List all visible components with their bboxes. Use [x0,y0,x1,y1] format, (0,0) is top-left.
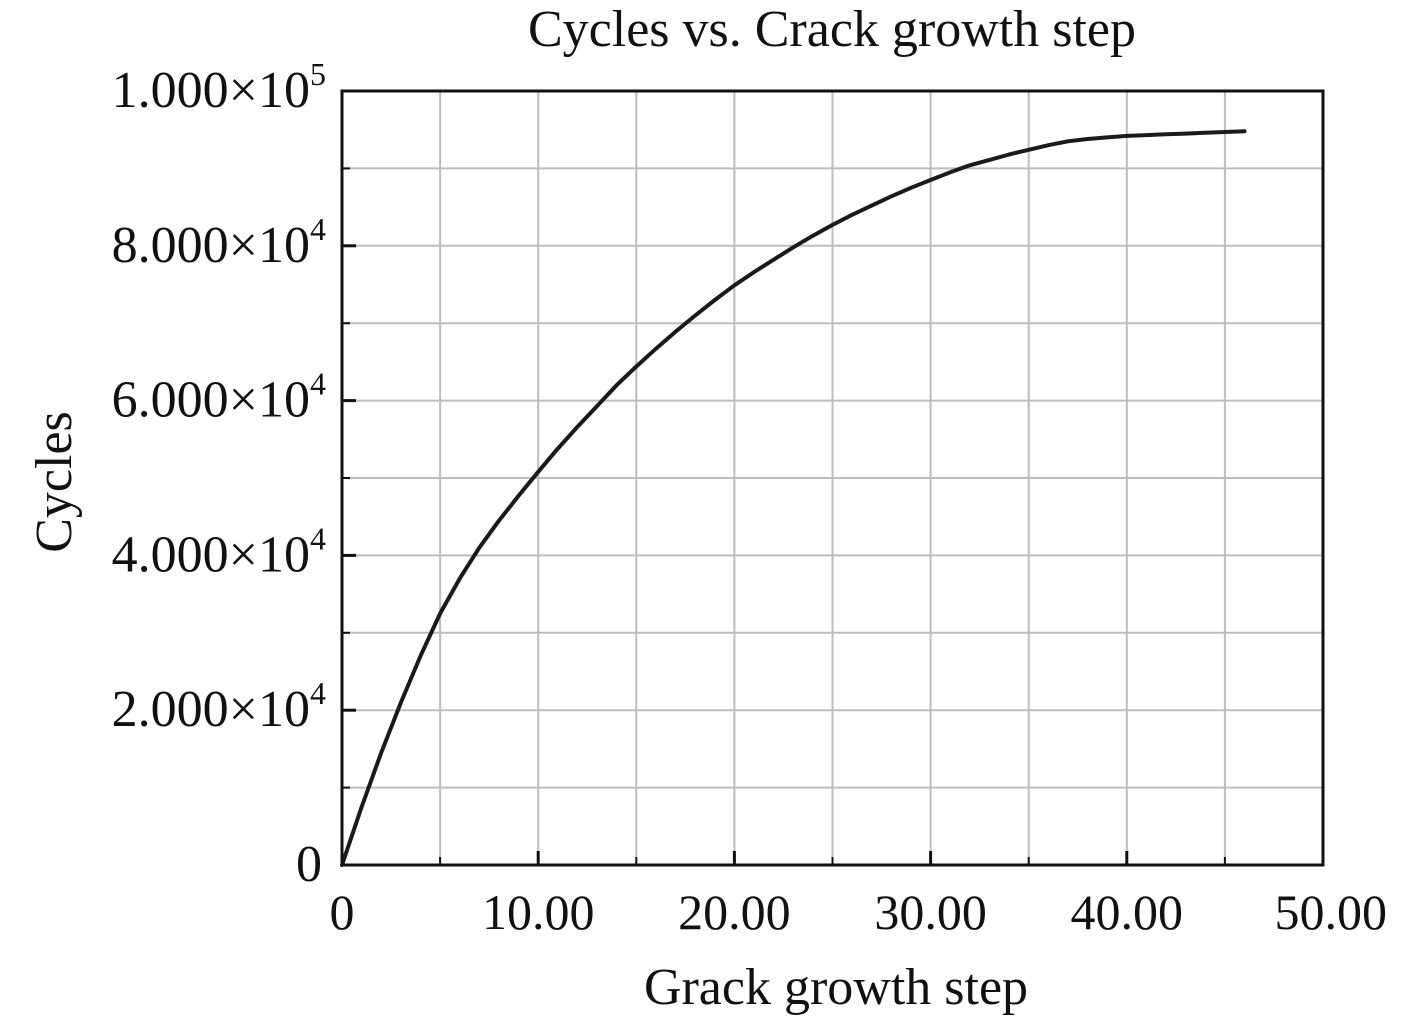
x-axis-label: Grack growth step [644,959,1028,1016]
y-tick-label: 4.000×104 [112,520,326,583]
y-axis-label: Cycles [26,411,83,553]
ticks: 0 10.00 20.00 30.00 40.00 50.00 0 2.000×104 4.00… [112,56,1387,940]
y-tick-label: 1.000×105 [112,56,326,119]
grid [342,91,1323,865]
x-tick-label: 10.00 [482,884,595,940]
y-tick-label: 2.000×104 [112,675,326,738]
x-tick-label: 40.00 [1071,884,1184,940]
x-tick-label: 20.00 [678,884,791,940]
x-tick-label: 0 [330,884,355,940]
y-tick-label: 6.000×104 [112,366,326,429]
y-tick-label: 8.000×104 [112,211,326,274]
y-tick-label: 0 [296,836,322,893]
series-line-0 [340,129,1247,867]
chart-title: Cycles vs. Crack growth step [528,1,1136,58]
x-tick-label: 50.00 [1275,884,1388,940]
x-tick-label: 30.00 [874,884,987,940]
series-layer [340,129,1247,867]
